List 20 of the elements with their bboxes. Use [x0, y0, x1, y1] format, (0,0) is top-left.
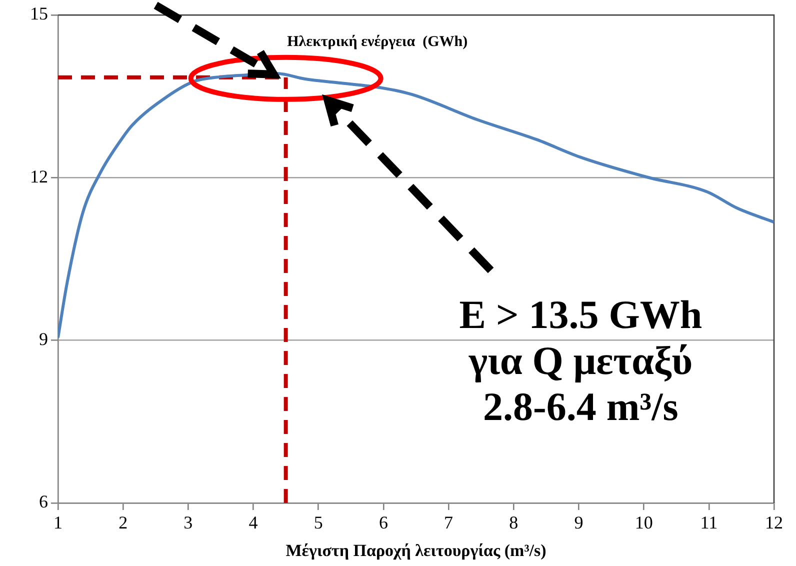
x-tick-label: 1	[54, 512, 62, 533]
y-tick-label: 12	[30, 166, 48, 186]
x-tick-label: 4	[248, 512, 258, 533]
x-tick-label: 12	[765, 512, 783, 533]
y-tick-label: 9	[39, 329, 48, 350]
series-label: Ηλεκτρική ενέργεια (GWh)	[287, 34, 468, 50]
x-tick-label: 8	[509, 512, 518, 533]
x-tick-label: 11	[700, 512, 718, 533]
x-tick-label: 2	[118, 512, 128, 533]
x-tick-label: 9	[574, 512, 584, 533]
line-series	[58, 72, 774, 340]
x-tick-label: 3	[184, 512, 193, 533]
x-axis-title: Μέγιστη Παροχή λειτουργίας (m³/s)	[286, 541, 546, 560]
y-tick-label: 6	[39, 492, 48, 512]
annotation: E > 13.5 GWh για Q μεταξύ 2.8-6.4 m³/s	[459, 292, 702, 429]
x-tick-label: 5	[314, 512, 323, 533]
y-tick-label: 15	[30, 4, 48, 24]
x-tick-label: 10	[634, 512, 653, 533]
x-tick-label: 6	[378, 512, 388, 533]
x-tick-label: 7	[444, 512, 454, 533]
